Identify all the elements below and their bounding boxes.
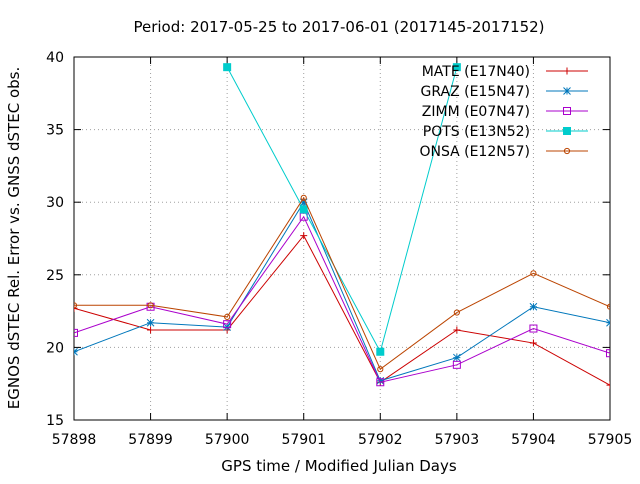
y-tick-label: 30	[46, 195, 64, 211]
data-point-circle	[147, 302, 154, 309]
legend-label: ONSA (E12N57)	[419, 144, 530, 160]
series-line	[74, 215, 610, 383]
data-point-plus	[529, 339, 537, 347]
data-point-star	[146, 318, 155, 327]
data-point-filled-square	[299, 205, 308, 214]
grid-lines	[74, 57, 610, 420]
data-point-star	[376, 376, 385, 385]
legend-label: GRAZ (E15N47)	[421, 84, 531, 100]
data-point-star	[299, 198, 308, 207]
data-point-circle	[74, 302, 78, 309]
data-point-plus	[147, 326, 155, 334]
x-tick-label: 57905	[588, 432, 633, 448]
series-line	[74, 201, 610, 382]
x-tick-label: 57900	[205, 432, 250, 448]
data-point-square	[74, 328, 78, 337]
data-point-square	[563, 107, 571, 115]
data-point-circle	[453, 309, 460, 316]
y-tick-label: 35	[46, 123, 64, 139]
legend-item: MATE (E17N40)	[422, 64, 588, 80]
data-point-filled-square	[223, 63, 232, 72]
series-zimm	[74, 212, 610, 387]
y-tick-label: 15	[46, 413, 64, 429]
data-point-circle	[224, 313, 231, 321]
data-point-circle	[530, 270, 537, 277]
data-point-circle	[377, 366, 384, 373]
x-tick-label: 57903	[435, 432, 480, 448]
series-line	[226, 66, 458, 354]
data-point-square	[529, 324, 538, 333]
legend-label: MATE (E17N40)	[422, 64, 530, 80]
legend-label: POTS (E13N52)	[423, 124, 530, 140]
x-tick-label: 57899	[128, 432, 173, 448]
y-tick-label: 25	[46, 268, 64, 284]
data-point-filled-square	[563, 127, 571, 135]
data-point-circle	[300, 194, 307, 201]
legend-item: ONSA (E12N57)	[419, 144, 588, 160]
data-point-star	[453, 353, 461, 362]
data-point-circle	[563, 147, 571, 155]
data-point-square	[452, 360, 461, 369]
x-axis-label: GPS time / Modified Julian Days	[221, 457, 457, 475]
x-tick-label: 57901	[281, 432, 326, 448]
plot-border	[73, 56, 611, 421]
data-point-star	[223, 323, 231, 331]
data-point-star	[606, 318, 610, 327]
series-onsa	[74, 194, 610, 373]
series-graz	[74, 198, 610, 385]
series-line	[74, 234, 610, 386]
data-point-plus	[74, 304, 78, 312]
data-point-square	[376, 378, 385, 387]
series-line	[74, 196, 610, 370]
data-point-plus	[453, 326, 461, 334]
axes: 57898 57899 57900 57901 57902 57903 57904 57905…	[46, 50, 632, 448]
data-point-circle	[606, 303, 610, 310]
data-series	[74, 63, 610, 389]
legend-label: ZIMM (E07N47)	[422, 104, 530, 120]
y-tick-label: 20	[46, 340, 64, 356]
y-axis-label: EGNOS dSTEC Rel. Error vs. GNSS dSTEC ob…	[5, 67, 23, 409]
data-point-star	[529, 302, 538, 311]
x-tick-label: 57898	[52, 432, 97, 448]
data-point-square	[606, 349, 610, 358]
legend-item: POTS (E13N52)	[423, 124, 588, 140]
x-tick-label: 57904	[511, 432, 556, 448]
y-tick-label: 40	[46, 50, 64, 66]
data-point-plus	[606, 381, 610, 389]
data-point-filled-square	[452, 63, 461, 72]
legend-item: GRAZ (E15N47)	[421, 84, 588, 100]
data-point-plus	[300, 232, 308, 240]
data-point-plus	[563, 67, 571, 75]
data-point-star	[74, 347, 78, 356]
chart-title: Period: 2017-05-25 to 2017-06-01 (201714…	[133, 18, 544, 36]
data-point-filled-square	[376, 347, 385, 356]
data-point-star	[563, 87, 571, 95]
legend: MATE (E17N40) GRAZ (E15N47) ZIMM (E07N47) P…	[419, 64, 588, 160]
x-tick-label: 57902	[358, 432, 403, 448]
data-point-square	[223, 320, 232, 329]
series-pots	[223, 63, 461, 356]
data-point-square	[146, 302, 155, 311]
legend-item: ZIMM (E07N47)	[422, 104, 588, 120]
